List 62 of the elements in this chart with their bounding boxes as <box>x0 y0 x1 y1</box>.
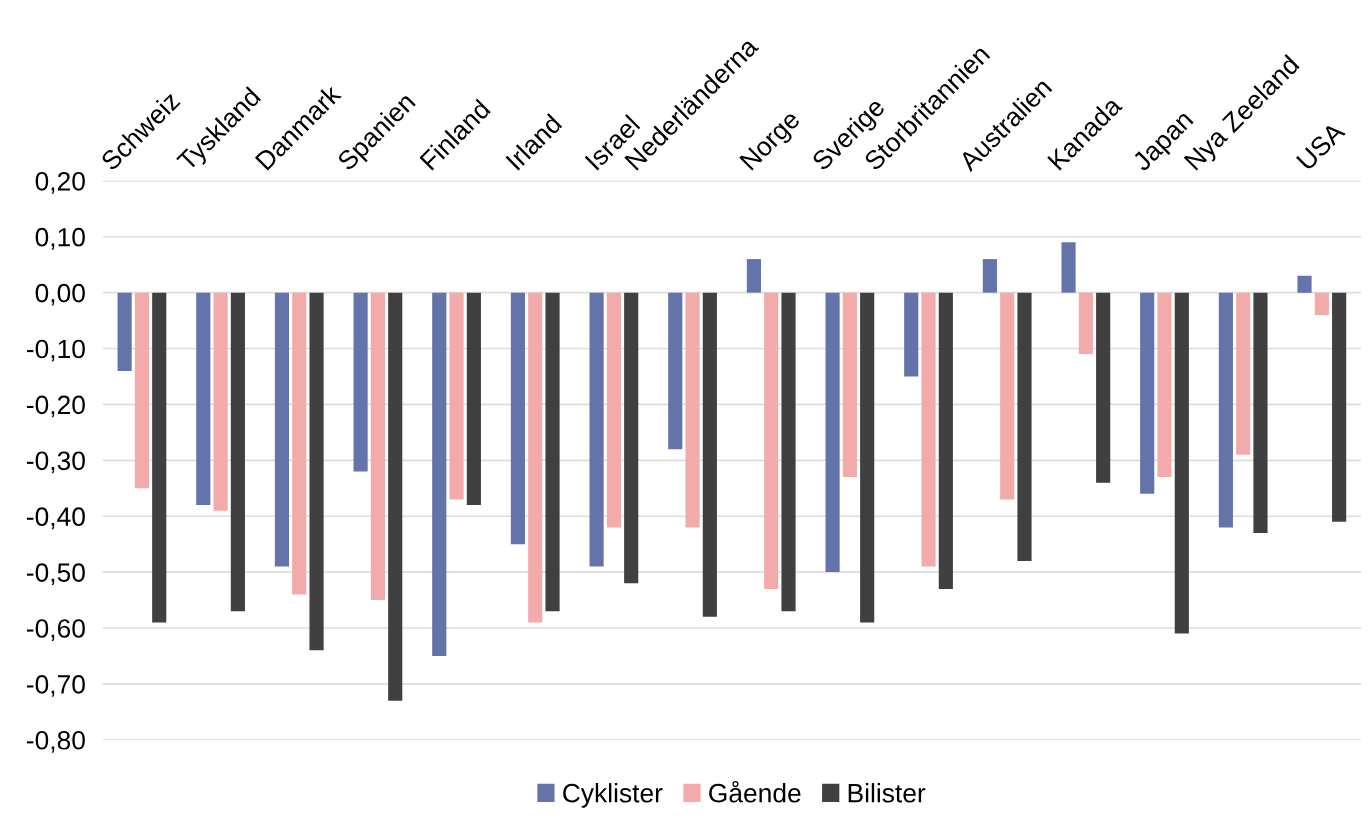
bar <box>545 292 560 612</box>
bar <box>904 292 919 377</box>
bar <box>982 259 997 293</box>
bar <box>1078 292 1093 355</box>
bar <box>274 292 290 567</box>
y-tick-label: 0,20 <box>35 171 85 194</box>
bar <box>370 292 385 601</box>
bar <box>230 292 245 612</box>
bar <box>510 292 525 545</box>
bar <box>196 292 211 506</box>
bar <box>1332 292 1347 522</box>
legend-label: Cyklister <box>563 783 663 808</box>
y-tick-label: -0,60 <box>26 619 85 641</box>
y-tick-label: -0,20 <box>26 395 85 418</box>
bar <box>309 292 324 651</box>
bar <box>1096 292 1111 483</box>
bar <box>1157 292 1172 478</box>
legend-label: Bilister <box>848 783 926 803</box>
bar <box>1218 292 1233 528</box>
y-tick-label: -0,40 <box>26 507 85 530</box>
bar <box>292 292 307 595</box>
bar <box>388 292 403 701</box>
bar <box>213 292 228 511</box>
bar <box>152 292 167 623</box>
bar <box>746 259 761 293</box>
y-tick-label: -0,30 <box>26 451 85 474</box>
bar <box>764 292 779 589</box>
bar <box>1253 292 1268 533</box>
bar <box>353 292 368 472</box>
bar <box>624 292 639 584</box>
bar <box>921 292 936 567</box>
y-tick-label: -0,70 <box>26 675 85 697</box>
y-tick-label: 0,00 <box>35 283 85 306</box>
bar <box>825 292 840 573</box>
y-tick-label: 0,10 <box>35 227 85 250</box>
bar <box>1297 275 1312 293</box>
bar <box>134 292 150 489</box>
bar <box>1174 292 1189 634</box>
bar <box>685 292 700 528</box>
bar <box>842 292 857 478</box>
bar <box>781 292 796 612</box>
bar <box>449 292 464 500</box>
bar <box>466 292 481 506</box>
bar <box>589 292 604 567</box>
bar <box>1140 292 1155 494</box>
bar <box>938 292 953 589</box>
bar <box>117 292 132 371</box>
bar <box>860 292 875 623</box>
y-tick-label: -0,80 <box>26 730 85 753</box>
bar <box>528 292 543 623</box>
bar <box>1017 292 1032 561</box>
y-tick-label: -0,10 <box>26 339 85 362</box>
legend-label: Gående <box>709 780 801 803</box>
y-tick-label: -0,50 <box>26 563 85 586</box>
bar <box>1314 292 1329 315</box>
bar <box>1061 242 1076 293</box>
bar <box>606 292 621 528</box>
bar <box>1000 292 1015 500</box>
bar <box>668 292 683 450</box>
bar <box>702 292 717 617</box>
bar <box>432 292 447 656</box>
bar <box>1236 292 1251 455</box>
